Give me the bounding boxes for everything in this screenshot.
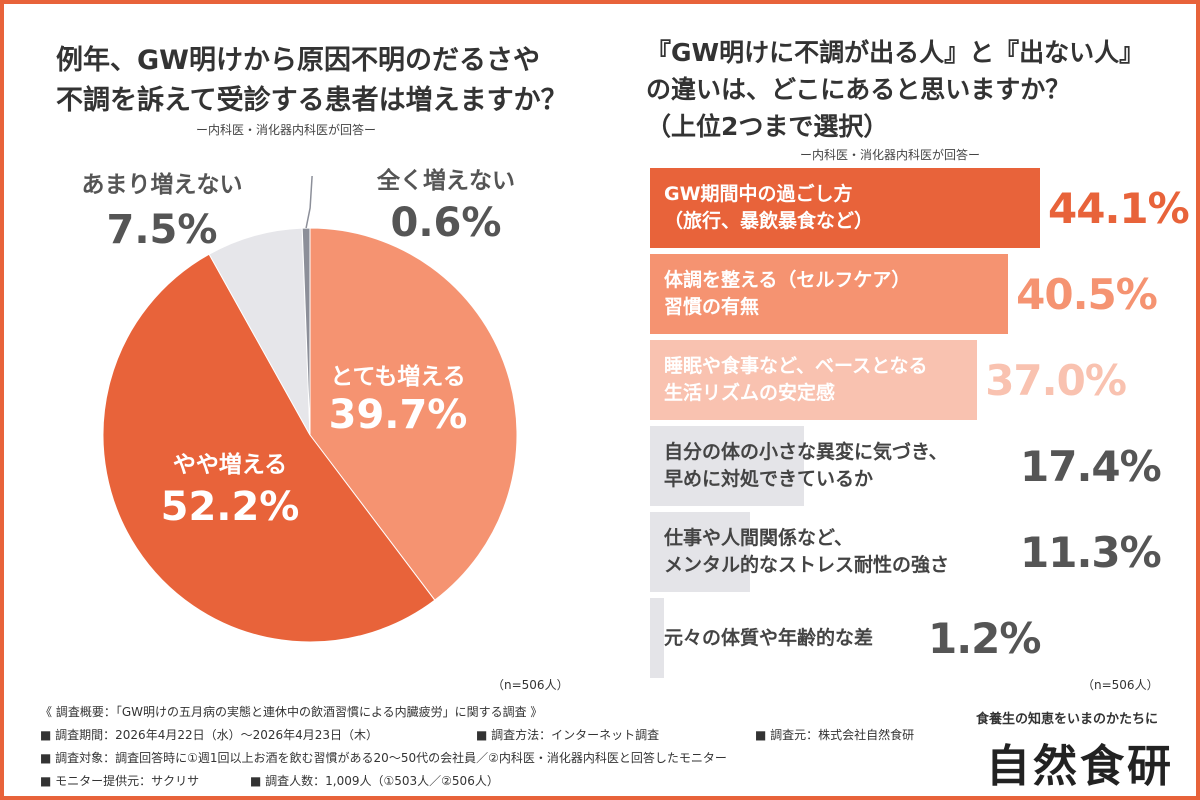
- brand-logo: 自然食研: [986, 741, 1174, 792]
- bar-row: 元々の体質や年齢的な差 1.2%: [650, 598, 1190, 678]
- bar: [650, 512, 750, 592]
- bar: [650, 598, 664, 678]
- bar: [650, 168, 1040, 248]
- bar-label-line: 元々の体質や年齢的な差: [664, 626, 874, 649]
- left-chart-title-line2: 不調を訴えて受診する患者は増えますか？: [56, 85, 568, 116]
- bar-label-line: （旅行、暴飲暴食など）: [664, 210, 874, 232]
- bar-row: 体調を整える（セルフケア） 習慣の有無 40.5%: [650, 254, 1190, 334]
- pie-slice-label: 全く増えない: [376, 167, 515, 194]
- bar-label: 仕事や人間関係など、メンタル的なストレス耐性の強さ: [664, 512, 949, 592]
- pie-slice-label: あまり増えない: [82, 171, 243, 198]
- right-chart-title-line3: （上位2つまで選択）: [646, 112, 889, 141]
- bar-label-line: 生活リズムの安定感: [664, 382, 836, 404]
- right-respondent-note: ー内科医・消化器内科医が回答ー: [800, 148, 981, 162]
- bar-value: 40.5%: [1016, 269, 1158, 319]
- survey-provider: ■ モニター提供元：サクリサ: [40, 774, 200, 788]
- left-n-note: （n=506人）: [492, 678, 569, 692]
- bar-value: 17.4%: [1020, 441, 1162, 491]
- bar-row: 睡眠や食事など、ベースとなる 生活リズムの安定感 37.0%: [650, 340, 1190, 420]
- pie-slice: [309, 227, 518, 601]
- left-respondent-note: ー内科医・消化器内科医が回答ー: [196, 123, 377, 137]
- pie-slice-label: やや増える: [173, 451, 287, 478]
- bar-label-line: 体調を整える（セルフケア）: [664, 269, 911, 292]
- bar: [650, 340, 978, 420]
- bar-label: 体調を整える（セルフケア） 習慣の有無: [664, 254, 910, 334]
- bar: [650, 254, 1009, 334]
- survey-method: ■ 調査方法：インターネット調査: [476, 728, 660, 742]
- bar-value: 11.3%: [1020, 527, 1162, 577]
- brand-tagline: 食養生の知恵をいまのかたちに: [976, 712, 1159, 727]
- bar-row: 仕事や人間関係など、メンタル的なストレス耐性の強さ 11.3%: [650, 512, 1190, 592]
- pie-slice-value: 39.7%: [329, 392, 468, 438]
- pie-slice-value: 52.2%: [161, 484, 300, 530]
- bar: [650, 426, 804, 506]
- bar-label-line: 早めに対処できているか: [664, 468, 874, 490]
- bar-value: 44.1%: [1048, 183, 1190, 233]
- survey-period: ■ 調査期間：2026年4月22日（水）〜2026年4月23日（木）: [40, 728, 379, 742]
- pie-slice: [102, 253, 436, 643]
- survey-source: ■ 調査元：株式会社自然食研: [755, 728, 915, 742]
- left-chart-title-line1: 例年、GW明けから原因不明のだるさや: [56, 45, 540, 76]
- survey-count: ■ 調査人数：1,009人（①503人／②506人）: [250, 774, 499, 788]
- bar-value: 37.0%: [985, 355, 1127, 405]
- pie-slice: [208, 227, 311, 436]
- bar-label-line: 仕事や人間関係など、: [664, 527, 854, 550]
- right-chart-title-line1: 『GW明けに不調が出る人』と『出ない人』: [646, 38, 1145, 67]
- pie-slice-value: 0.6%: [391, 200, 502, 246]
- bar-label-line: 習慣の有無: [664, 296, 760, 318]
- bar-label: 睡眠や食事など、ベースとなる 生活リズムの安定感: [664, 340, 928, 420]
- bar-label-line: 自分の体の小さな異変に気づき、: [664, 441, 948, 464]
- survey-heading: 《 調査概要：「GW明けの五月病の実態と連休中の飲酒習慣による内臓疲労」に関する…: [40, 705, 543, 719]
- bar-label-line: 睡眠や食事など、ベースとなる: [664, 355, 928, 378]
- bar-label: GW期間中の過ごし方 （旅行、暴飲暴食など）: [664, 168, 873, 248]
- pie-slice-value: 7.5%: [107, 207, 218, 253]
- bar-row: 自分の体の小さな異変に気づき、 早めに対処できているか 17.4%: [650, 426, 1190, 506]
- right-chart-title-line2: の違いは、どこにあると思いますか？: [646, 75, 1071, 104]
- bar-label: 自分の体の小さな異変に気づき、 早めに対処できているか: [664, 426, 948, 506]
- bar-label: 元々の体質や年齢的な差: [664, 598, 873, 678]
- bar-row: GW期間中の過ごし方 （旅行、暴飲暴食など） 44.1%: [650, 168, 1190, 248]
- bar-label-line: メンタル的なストレス耐性の強さ: [664, 554, 950, 576]
- pie-leader-line: [305, 175, 313, 229]
- bar-value: 1.2%: [928, 613, 1041, 663]
- bar-label-line: GW期間中の過ごし方: [664, 183, 853, 206]
- right-n-note: （n=506人）: [1082, 678, 1159, 692]
- pie-slice-label: とても増える: [330, 363, 465, 390]
- survey-target: ■ 調査対象：調査回答時に①週1回以上お酒を飲む習慣がある20〜50代の会社員／…: [40, 751, 727, 765]
